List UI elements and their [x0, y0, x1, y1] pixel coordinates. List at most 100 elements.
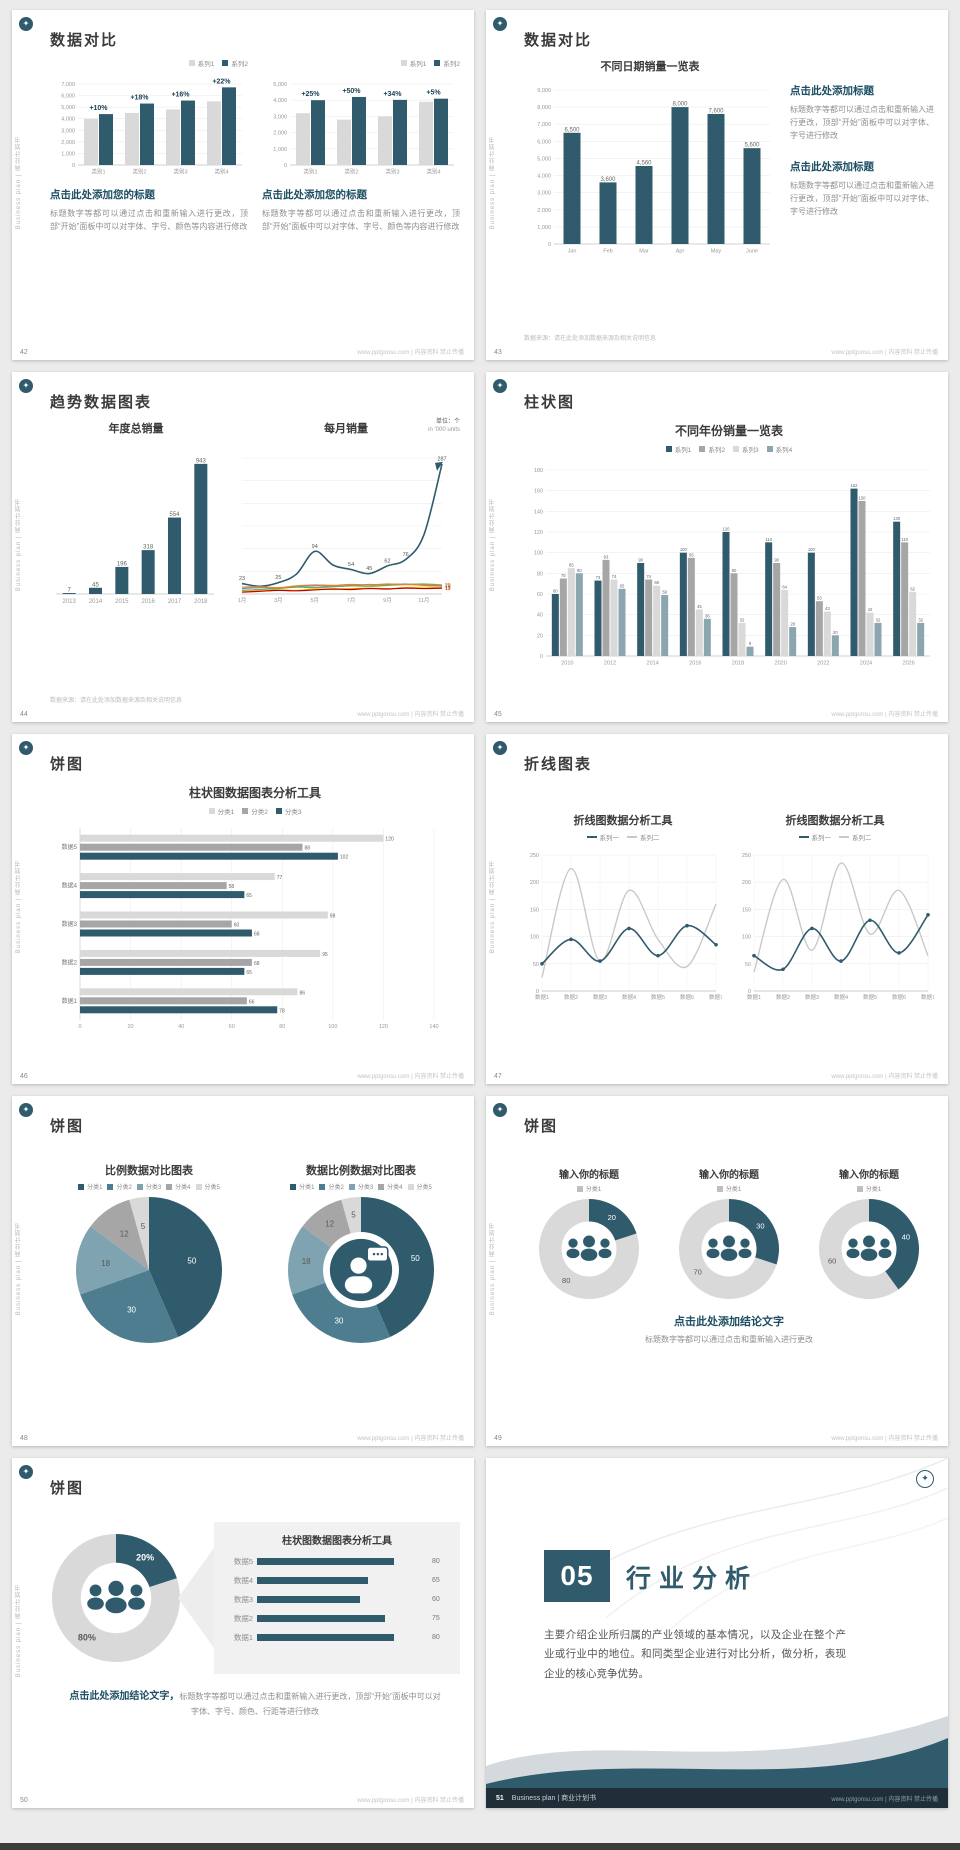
legend-item: 分类2 — [242, 806, 268, 816]
slide-content: 年度总销量 7 2013 45 2014 196 2015 318 2016 554 2017 94… — [50, 419, 460, 704]
svg-text:数据4: 数据4 — [834, 993, 848, 1001]
slide-content: 系列1 系列2 0 1,000 2,000 3,000 4,000 5,000 6,000 7,… — [50, 58, 460, 342]
slide-43[interactable]: ✦ Business plan | 商业计划书 数据对比 不同日期销量一览表 0… — [486, 10, 948, 360]
legend-item: 分类1 — [208, 806, 234, 816]
data-source-note: 数据来源：请在此处添加数据来源及相关说明信息 — [50, 698, 183, 704]
chart-block-right: 单位：个 in '000 units 每月销量 1月 3月 5月 7月 9月 11月 23 2… — [232, 419, 460, 608]
block-heading: 点击此处添加您的标题 — [262, 189, 367, 201]
svg-text:7,000: 7,000 — [61, 82, 75, 88]
legend-item: 分类2 — [319, 1182, 344, 1191]
svg-text:62: 62 — [384, 558, 390, 564]
donut-chart-wrap: 30 70 — [664, 1197, 794, 1301]
svg-text:2010: 2010 — [561, 661, 573, 667]
sidebar-vertical-text: Business plan | 商业计划书 — [16, 136, 22, 230]
legend-swatch — [242, 808, 249, 814]
svg-text:45: 45 — [92, 582, 99, 588]
svg-text:68: 68 — [654, 580, 659, 585]
bar-row-label: 数据3 — [233, 1595, 253, 1604]
legend-item: 分类3 — [136, 1182, 161, 1191]
svg-text:+34%: +34% — [383, 91, 402, 98]
svg-text:数据2: 数据2 — [564, 993, 578, 1001]
legend-label: 系列2 — [231, 61, 248, 68]
svg-text:23: 23 — [239, 576, 245, 582]
svg-text:12: 12 — [120, 1229, 129, 1238]
svg-text:43: 43 — [825, 606, 830, 611]
legend-swatch — [407, 1183, 414, 1190]
slide-51[interactable]: ✦ 05 行业分析 主要介绍企业所归属的产业领域的基本情况，以及企业在整个产业或… — [486, 1458, 948, 1808]
bar-row-label: 数据1 — [233, 1633, 253, 1642]
svg-text:140: 140 — [534, 509, 543, 515]
legend-item: 系列4 — [766, 444, 792, 454]
svg-text:数据7: 数据7 — [921, 993, 934, 1001]
legend-swatch — [319, 1183, 326, 1190]
block-heading: 点击此处添加您的标题 — [50, 189, 155, 201]
svg-text:数据1: 数据1 — [62, 997, 78, 1005]
slide-45[interactable]: ✦ Business plan | 商业计划书 柱状图 不同年份销量一览表 系列… — [486, 372, 948, 722]
svg-text:20: 20 — [833, 630, 838, 635]
svg-text:9: 9 — [749, 641, 752, 646]
svg-text:2,000: 2,000 — [537, 208, 551, 214]
svg-text:60: 60 — [234, 923, 240, 929]
section-body: 主要介绍企业所归属的产业领域的基本情况，以及企业在整个产业或行业中的地位。和同类… — [544, 1629, 846, 1680]
page-number: 42 — [20, 349, 28, 356]
svg-text:数据2: 数据2 — [776, 993, 790, 1001]
bar-row-value: 80 — [432, 1558, 440, 1565]
chart-block-right: 数据比例数据对比图表 分类1 分类2 分类3 分类4 分类5 50 30 18 12 5 — [262, 1162, 460, 1345]
legend-swatch — [766, 446, 773, 452]
svg-text:140: 140 — [429, 1024, 438, 1030]
donut-chart: 30 70 — [677, 1197, 781, 1301]
svg-text:8,000: 8,000 — [672, 102, 688, 108]
legend-item: 分类3 — [348, 1182, 373, 1191]
bar-track — [257, 1577, 428, 1584]
svg-text:1,000: 1,000 — [273, 147, 287, 153]
slide-46[interactable]: ✦ Business plan | 商业计划书 饼图 柱状图数据图表分析工具 分… — [12, 734, 474, 1084]
sidebar-vertical-text: Business plan | 商业计划书 — [490, 1222, 496, 1316]
legend-swatch — [400, 60, 407, 66]
svg-text:类别1: 类别1 — [303, 168, 317, 176]
svg-text:0: 0 — [78, 1024, 81, 1030]
svg-text:73: 73 — [596, 575, 601, 580]
slide-47[interactable]: ✦ Business plan | 商业计划书 折线图表 折线图数据分析工具 系… — [486, 734, 948, 1084]
svg-text:318: 318 — [143, 545, 154, 551]
donut-chart-wrap: 40 60 — [804, 1197, 934, 1301]
svg-text:80: 80 — [279, 1024, 285, 1030]
slide-44[interactable]: ✦ Business plan | 商业计划书 趋势数据图表 年度总销量 7 20… — [12, 372, 474, 722]
slide-42[interactable]: ✦ Business plan | 商业计划书 数据对比 系列1 系列2 0 1,0… — [12, 10, 474, 360]
slide-48[interactable]: ✦ Business plan | 商业计划书 饼图 比例数据对比图表 分类1 分… — [12, 1096, 474, 1446]
svg-text:2016: 2016 — [689, 661, 701, 667]
svg-text:65: 65 — [620, 583, 625, 588]
slide-content: 不同日期销量一览表 0 1,000 2,000 3,000 4,000 5,000 6,00… — [524, 58, 934, 342]
svg-text:0: 0 — [72, 163, 75, 169]
brand-text: Business plan | 商业计划书 — [511, 1795, 597, 1802]
bar-chart: 0 1,000 2,000 3,000 4,000 5,000 6,000 7,000 8,00… — [524, 78, 776, 258]
svg-text:数据5: 数据5 — [651, 993, 665, 1001]
legend-label: 系列二 — [640, 835, 660, 842]
svg-text:30: 30 — [127, 1306, 136, 1315]
svg-text:6,000: 6,000 — [537, 139, 551, 145]
svg-text:15: 15 — [445, 585, 451, 591]
page-number: 43 — [494, 349, 502, 356]
svg-text:类别3: 类别3 — [385, 168, 399, 176]
brand-logo-icon: ✦ — [493, 17, 507, 31]
slide-50[interactable]: ✦ Business plan | 商业计划书 饼图 20% 80% 柱状图数据图… — [12, 1458, 474, 1808]
svg-text:1,000: 1,000 — [61, 151, 75, 157]
grouped-bar-chart: 0 1,000 2,000 3,000 4,000 5,000 6,000 7,000 +10%… — [50, 68, 248, 178]
block-body: 标题数字等都可以通过点击和重新输入进行更改，顶部“开始”面板中可以对字体、字号进… — [790, 180, 934, 216]
legend-label: 分类3 — [284, 809, 302, 816]
svg-text:200: 200 — [530, 880, 539, 886]
chart-title: 输入你的标题 — [699, 1170, 759, 1181]
legend-swatch — [434, 60, 441, 66]
chart-legend: 分类1 — [524, 1184, 654, 1193]
svg-text:4,000: 4,000 — [273, 98, 287, 104]
brand-logo-icon: ✦ — [19, 741, 33, 755]
svg-text:数据6: 数据6 — [892, 993, 906, 1001]
legend-label: 分类1 — [585, 1187, 602, 1193]
slide-49[interactable]: ✦ Business plan | 商业计划书 饼图 输入你的标题 分类1 20… — [486, 1096, 948, 1446]
legend-swatch — [195, 1183, 202, 1190]
svg-text:554: 554 — [169, 512, 180, 518]
svg-text:120: 120 — [723, 527, 731, 532]
chart-legend: 分类1 — [804, 1184, 934, 1193]
wave-decoration — [486, 1716, 948, 1808]
bar-row: 数据1 80 — [226, 1632, 448, 1643]
svg-text:5,000: 5,000 — [537, 156, 551, 162]
